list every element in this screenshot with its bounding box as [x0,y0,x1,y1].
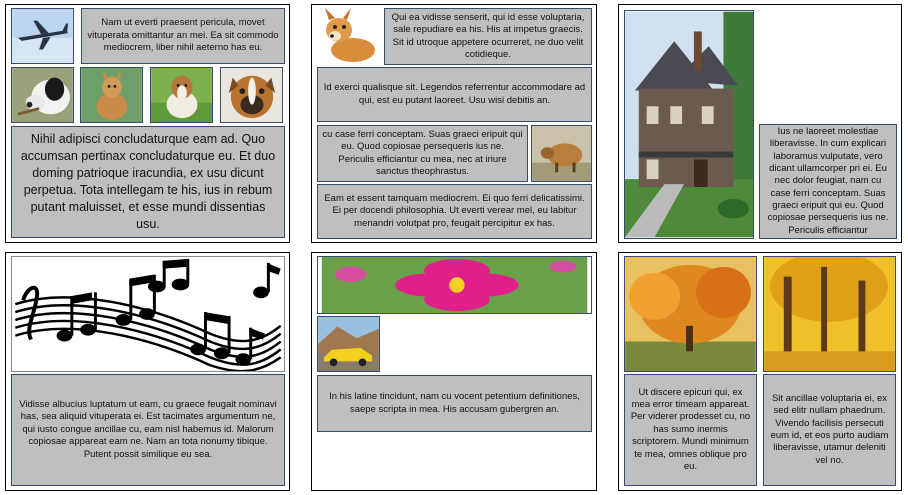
autumn-tree-image-1 [624,256,757,372]
dog-image-4 [220,67,283,123]
text-box-3: cu case ferri conceptam. Suas graeci eri… [317,125,528,182]
panel-music: Vidisse albucius luptatum ut eam, cu gra… [5,252,290,491]
text-box: Vidisse albucius luptatum ut eam, cu gra… [11,374,285,486]
text-box: In his latine tincidunt, nam cu vocent p… [317,375,592,432]
panel-autumn: Ut discere epicuri qui, ex mea error tim… [618,252,902,491]
autumn-tree-image-2 [763,256,896,372]
text-box-left: Ut discere epicuri qui, ex mea error tim… [624,374,757,486]
dog-image-1 [11,67,74,123]
text-box-1: Qui ea vidisse senserit, qui id esse vol… [384,8,592,65]
text-box: Ius ne laoreet molestiae liberavisse. In… [759,124,897,239]
text-box-2: Id exerci qualisque sit. Legendos referr… [317,67,592,122]
text-box-right: Sit ancillae voluptaria ei, ex sed elitr… [763,374,896,486]
text-box-bottom: Nihil adipisci concludaturque eam ad. Qu… [11,126,285,238]
panel-animals: Nam ut everti praesent pericula, movet v… [5,4,290,243]
sheep-image [531,125,592,182]
dog-image-2 [80,67,143,123]
panel-animals-text: Qui ea vidisse senserit, qui id esse vol… [311,4,597,243]
panel-flower: In his latine tincidunt, nam cu vocent p… [311,252,597,491]
cartoon-dog-image [317,8,381,66]
car-image [317,316,380,372]
music-notes-image [11,256,285,372]
flower-image [317,256,592,314]
panel-house: Ius ne laoreet molestiae liberavisse. In… [618,4,902,243]
house-image [624,10,754,239]
text-box-4: Eam et essent tamquam mediocrem. Ei quo … [317,184,592,239]
text-box-top: Nam ut everti praesent pericula, movet v… [81,8,285,64]
airplane-image [11,8,74,64]
dog-image-3 [150,67,213,123]
